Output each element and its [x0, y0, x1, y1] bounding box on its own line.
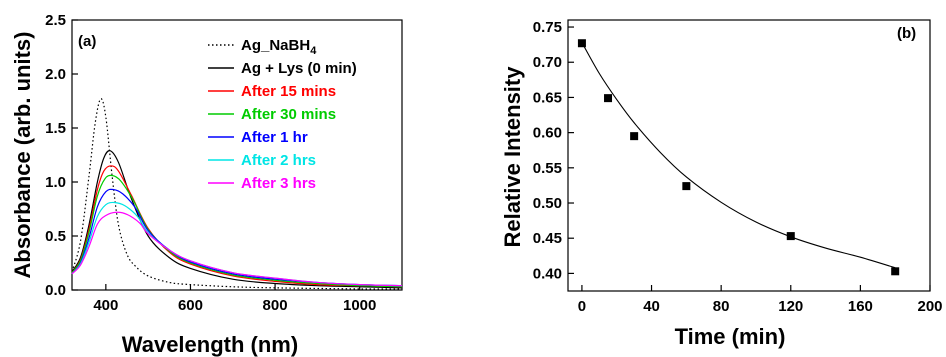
panel-a-plot-frame: [71, 19, 403, 291]
legend-label-0: Ag_NaBH4: [241, 37, 317, 57]
data-point: [630, 132, 639, 141]
panel-b-x-tick-label: 160: [848, 298, 873, 315]
legend-label-4: After 1 hr: [241, 129, 308, 146]
panel-a-x-tick-label: 800: [263, 297, 288, 314]
panel-a-y-tick-label: 0.0: [45, 282, 66, 299]
panel-b-fit-curve-group: [581, 42, 896, 269]
panel-a-x-axis-label: Wavelength (nm): [122, 332, 298, 357]
panel-b-y-tick-label: 0.45: [533, 230, 562, 247]
panel-b-data-points: [577, 39, 900, 276]
panel-b-x-tick-label: 40: [643, 298, 660, 315]
panel-b-x-tick-label: 200: [917, 298, 942, 315]
data-point: [786, 232, 795, 241]
series-line-0: [71, 98, 403, 290]
panel-a-series-lines: [71, 98, 403, 290]
panel-a-legend: Ag_NaBH4 Ag + Lys (0 min) After 15 mins Aft…: [208, 37, 357, 192]
panel-b-label: (b): [897, 25, 916, 42]
panel-b-y-tick-label: 0.75: [533, 19, 562, 36]
data-point: [577, 39, 586, 48]
panel-b-x-ticks: 0 40 80 120 160 200: [578, 285, 943, 315]
panel-b-y-tick-label: 0.60: [533, 125, 562, 142]
legend-label-5: After 2 hrs: [241, 152, 316, 169]
fit-curve: [581, 42, 896, 269]
panel-a-y-axis-label: Absorbance (arb. units): [10, 32, 35, 279]
panel-b-y-tick-label: 0.55: [533, 160, 562, 177]
series-line-6: [71, 211, 403, 287]
data-point: [604, 94, 613, 103]
legend-label-6: After 3 hrs: [241, 175, 316, 192]
data-point: [682, 182, 691, 191]
panel-b-x-tick-label: 0: [578, 298, 586, 315]
legend-label-2: After 15 mins: [241, 83, 336, 100]
panel-a-y-tick-label: 0.5: [45, 228, 66, 245]
panel-a-x-tick-label: 600: [178, 297, 203, 314]
panel-a-y-tick-label: 2.0: [45, 66, 66, 83]
panel-a-x-tick-label: 400: [93, 297, 118, 314]
panel-a-y-tick-label: 2.5: [45, 12, 66, 29]
legend-label-1: Ag + Lys (0 min): [241, 60, 357, 77]
panel-a-y-tick-label: 1.0: [45, 174, 66, 191]
panel-b-y-tick-label: 0.50: [533, 195, 562, 212]
series-line-3: [71, 174, 403, 288]
series-line-2: [71, 165, 403, 288]
panel-b: (b) Time (min) Relative Intensity 0 40 80 1…: [500, 19, 943, 349]
panel-b-x-tick-label: 80: [713, 298, 730, 315]
panel-b-y-tick-label: 0.65: [533, 89, 562, 106]
legend-label-3: After 30 mins: [241, 106, 336, 123]
data-point: [891, 267, 900, 276]
panel-b-x-tick-label: 120: [778, 298, 803, 315]
panel-a-y-ticks: 0.0 0.5 1.0 1.5 2.0 2.5: [45, 12, 78, 299]
panel-b-y-axis-label: Relative Intensity: [500, 66, 525, 248]
panel-b-y-ticks: 0.40 0.45 0.50 0.55 0.60 0.65 0.70 0.75: [533, 19, 574, 282]
panel-a-x-ticks: 400 600 800 1000: [93, 284, 376, 314]
panel-b-x-axis-label: Time (min): [675, 324, 786, 349]
panel-a-label: (a): [78, 33, 96, 50]
panel-b-plot-frame: [567, 19, 931, 292]
panel-a-x-tick-label: 1000: [343, 297, 376, 314]
panel-b-y-tick-label: 0.40: [533, 265, 562, 282]
panel-a: (a) Wavelength (nm) Absorbance (arb. uni…: [10, 12, 403, 357]
series-line-1: [71, 149, 403, 289]
panel-b-y-tick-label: 0.70: [533, 54, 562, 71]
panel-a-y-tick-label: 1.5: [45, 120, 66, 137]
